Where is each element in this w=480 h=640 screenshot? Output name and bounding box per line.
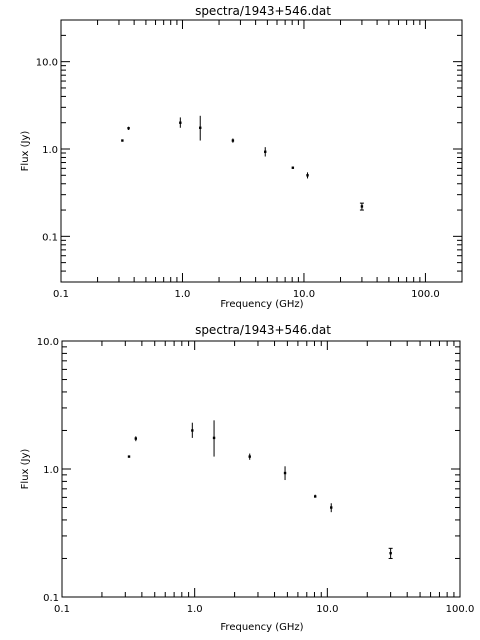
point-marker — [191, 429, 194, 432]
point-marker — [179, 121, 182, 124]
point-marker — [283, 471, 287, 475]
data-point — [359, 202, 364, 211]
data-point — [212, 420, 216, 457]
y-tick-label: 10.0 — [37, 337, 59, 348]
point-marker — [306, 174, 309, 177]
data-point — [134, 436, 138, 442]
point-marker — [127, 455, 131, 458]
point-marker — [199, 126, 202, 129]
data-points — [127, 420, 393, 559]
data-point — [127, 455, 131, 458]
axis-ticks — [60, 19, 463, 283]
x-tick-label: 0.1 — [54, 604, 70, 615]
data-points — [121, 115, 364, 211]
plot-frame — [61, 340, 461, 598]
x-axis-label: Frequency (GHz) — [220, 622, 303, 633]
y-tick-labels: 0.1 1.0 10.0 — [37, 337, 59, 604]
point-marker — [313, 495, 317, 498]
x-tick-label: 1.0 — [187, 604, 203, 615]
data-point — [248, 453, 251, 460]
data-point — [291, 166, 295, 169]
panel-top: spectra/1943+546.dat Frequency (GHz) Flu… — [20, 4, 463, 310]
y-tick-label: 0.1 — [43, 593, 59, 604]
point-marker — [127, 127, 130, 130]
axis-ticks — [61, 340, 461, 598]
point-marker — [212, 436, 216, 440]
point-marker — [121, 139, 124, 142]
x-tick-label: 10.0 — [293, 289, 315, 300]
x-tick-labels: 0.1 1.0 10.0 100.0 — [53, 289, 440, 300]
y-tick-label: 1.0 — [42, 145, 58, 156]
data-point — [264, 147, 267, 157]
data-point — [330, 503, 333, 513]
y-tick-label: 0.1 — [42, 232, 58, 243]
data-point — [127, 126, 130, 131]
x-tick-label: 1.0 — [175, 289, 191, 300]
y-axis-label: Flux (Jy) — [20, 131, 31, 172]
point-marker — [360, 205, 364, 208]
x-axis-label: Frequency (GHz) — [220, 299, 303, 310]
point-marker — [291, 166, 295, 169]
panel-bottom: spectra/1943+546.dat Frequency (GHz) Flu… — [20, 323, 474, 633]
y-tick-label: 10.0 — [36, 58, 58, 69]
point-marker — [264, 150, 267, 153]
data-point — [179, 117, 182, 128]
plot-frame — [60, 19, 463, 283]
point-marker — [389, 551, 392, 555]
x-tick-label: 0.1 — [53, 289, 69, 300]
x-tick-label: 100.0 — [446, 604, 475, 615]
y-axis-label: Flux (Jy) — [20, 449, 31, 490]
point-marker — [330, 506, 333, 509]
data-point — [313, 494, 317, 498]
point-marker — [134, 437, 138, 440]
point-marker — [231, 139, 235, 142]
y-tick-label: 1.0 — [43, 465, 59, 476]
x-tick-labels: 0.1 1.0 10.0 100.0 — [54, 604, 474, 615]
y-tick-labels: 0.1 1.0 10.0 — [36, 58, 58, 244]
point-marker — [248, 455, 251, 458]
data-point — [191, 422, 194, 438]
chart-title: spectra/1943+546.dat — [195, 323, 331, 337]
data-point — [231, 138, 235, 143]
data-point — [283, 466, 287, 481]
x-tick-label: 10.0 — [316, 604, 338, 615]
data-point — [121, 139, 124, 142]
chart-title: spectra/1943+546.dat — [195, 4, 331, 18]
data-point — [199, 115, 202, 141]
data-point — [306, 172, 309, 179]
data-point — [388, 547, 393, 559]
x-tick-label: 100.0 — [411, 289, 440, 300]
